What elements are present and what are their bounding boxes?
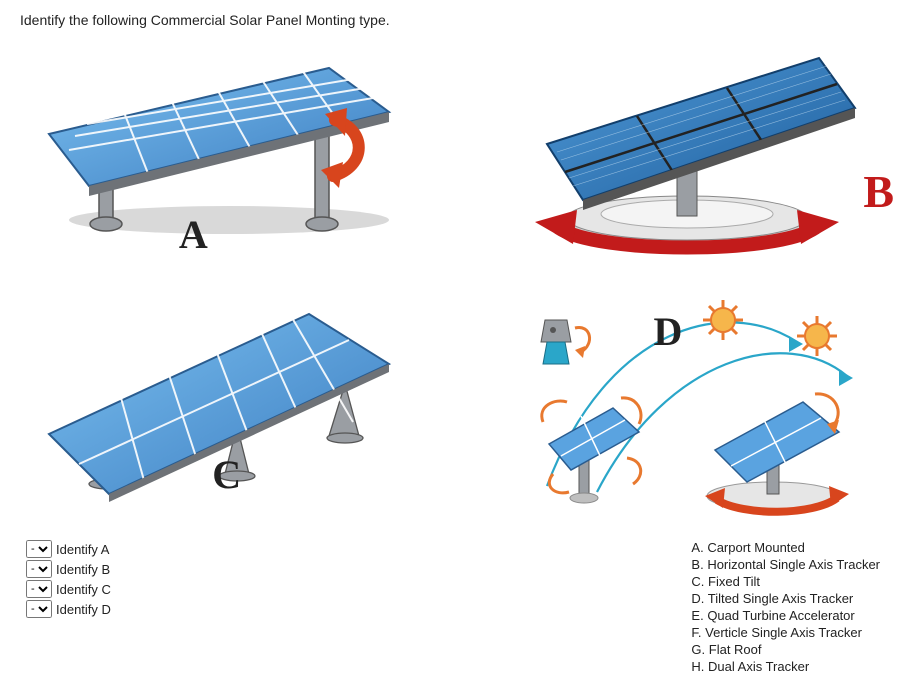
match-row: - Identify C: [26, 580, 111, 598]
choice-item: C. Fixed Tilt: [691, 574, 880, 589]
diagram-b: B: [478, 38, 896, 268]
select-identify-d[interactable]: -: [26, 600, 52, 618]
choice-item: G. Flat Roof: [691, 642, 880, 657]
diagram-c: C: [20, 286, 438, 516]
choice-item: A. Carport Mounted: [691, 540, 880, 555]
select-identify-c[interactable]: -: [26, 580, 52, 598]
diagram-label-c: C: [212, 451, 241, 498]
diagram-label-d: D: [654, 308, 683, 355]
match-selectors: - Identify A - Identify B - Identify C -…: [26, 540, 111, 674]
choice-list: A. Carport Mounted B. Horizontal Single …: [691, 540, 890, 674]
select-identify-b[interactable]: -: [26, 560, 52, 578]
choice-item: B. Horizontal Single Axis Tracker: [691, 557, 880, 572]
select-identify-a[interactable]: -: [26, 540, 52, 558]
choice-item: F. Verticle Single Axis Tracker: [691, 625, 880, 640]
match-row: - Identify D: [26, 600, 111, 618]
diagram-label-b: B: [863, 165, 894, 218]
match-row: - Identify B: [26, 560, 111, 578]
match-row: - Identify A: [26, 540, 111, 558]
match-prompt: Identify C: [56, 582, 111, 597]
answer-area: - Identify A - Identify B - Identify C -…: [20, 540, 896, 674]
match-prompt: Identify B: [56, 562, 110, 577]
choice-item: E. Quad Turbine Accelerator: [691, 608, 880, 623]
question-text: Identify the following Commercial Solar …: [20, 12, 896, 28]
diagram-grid: A: [20, 38, 896, 516]
diagram-d: D: [478, 286, 896, 516]
match-prompt: Identify D: [56, 602, 111, 617]
diagram-label-a: A: [179, 211, 208, 258]
diagram-a: A: [20, 38, 438, 268]
match-prompt: Identify A: [56, 542, 109, 557]
choice-item: D. Tilted Single Axis Tracker: [691, 591, 880, 606]
